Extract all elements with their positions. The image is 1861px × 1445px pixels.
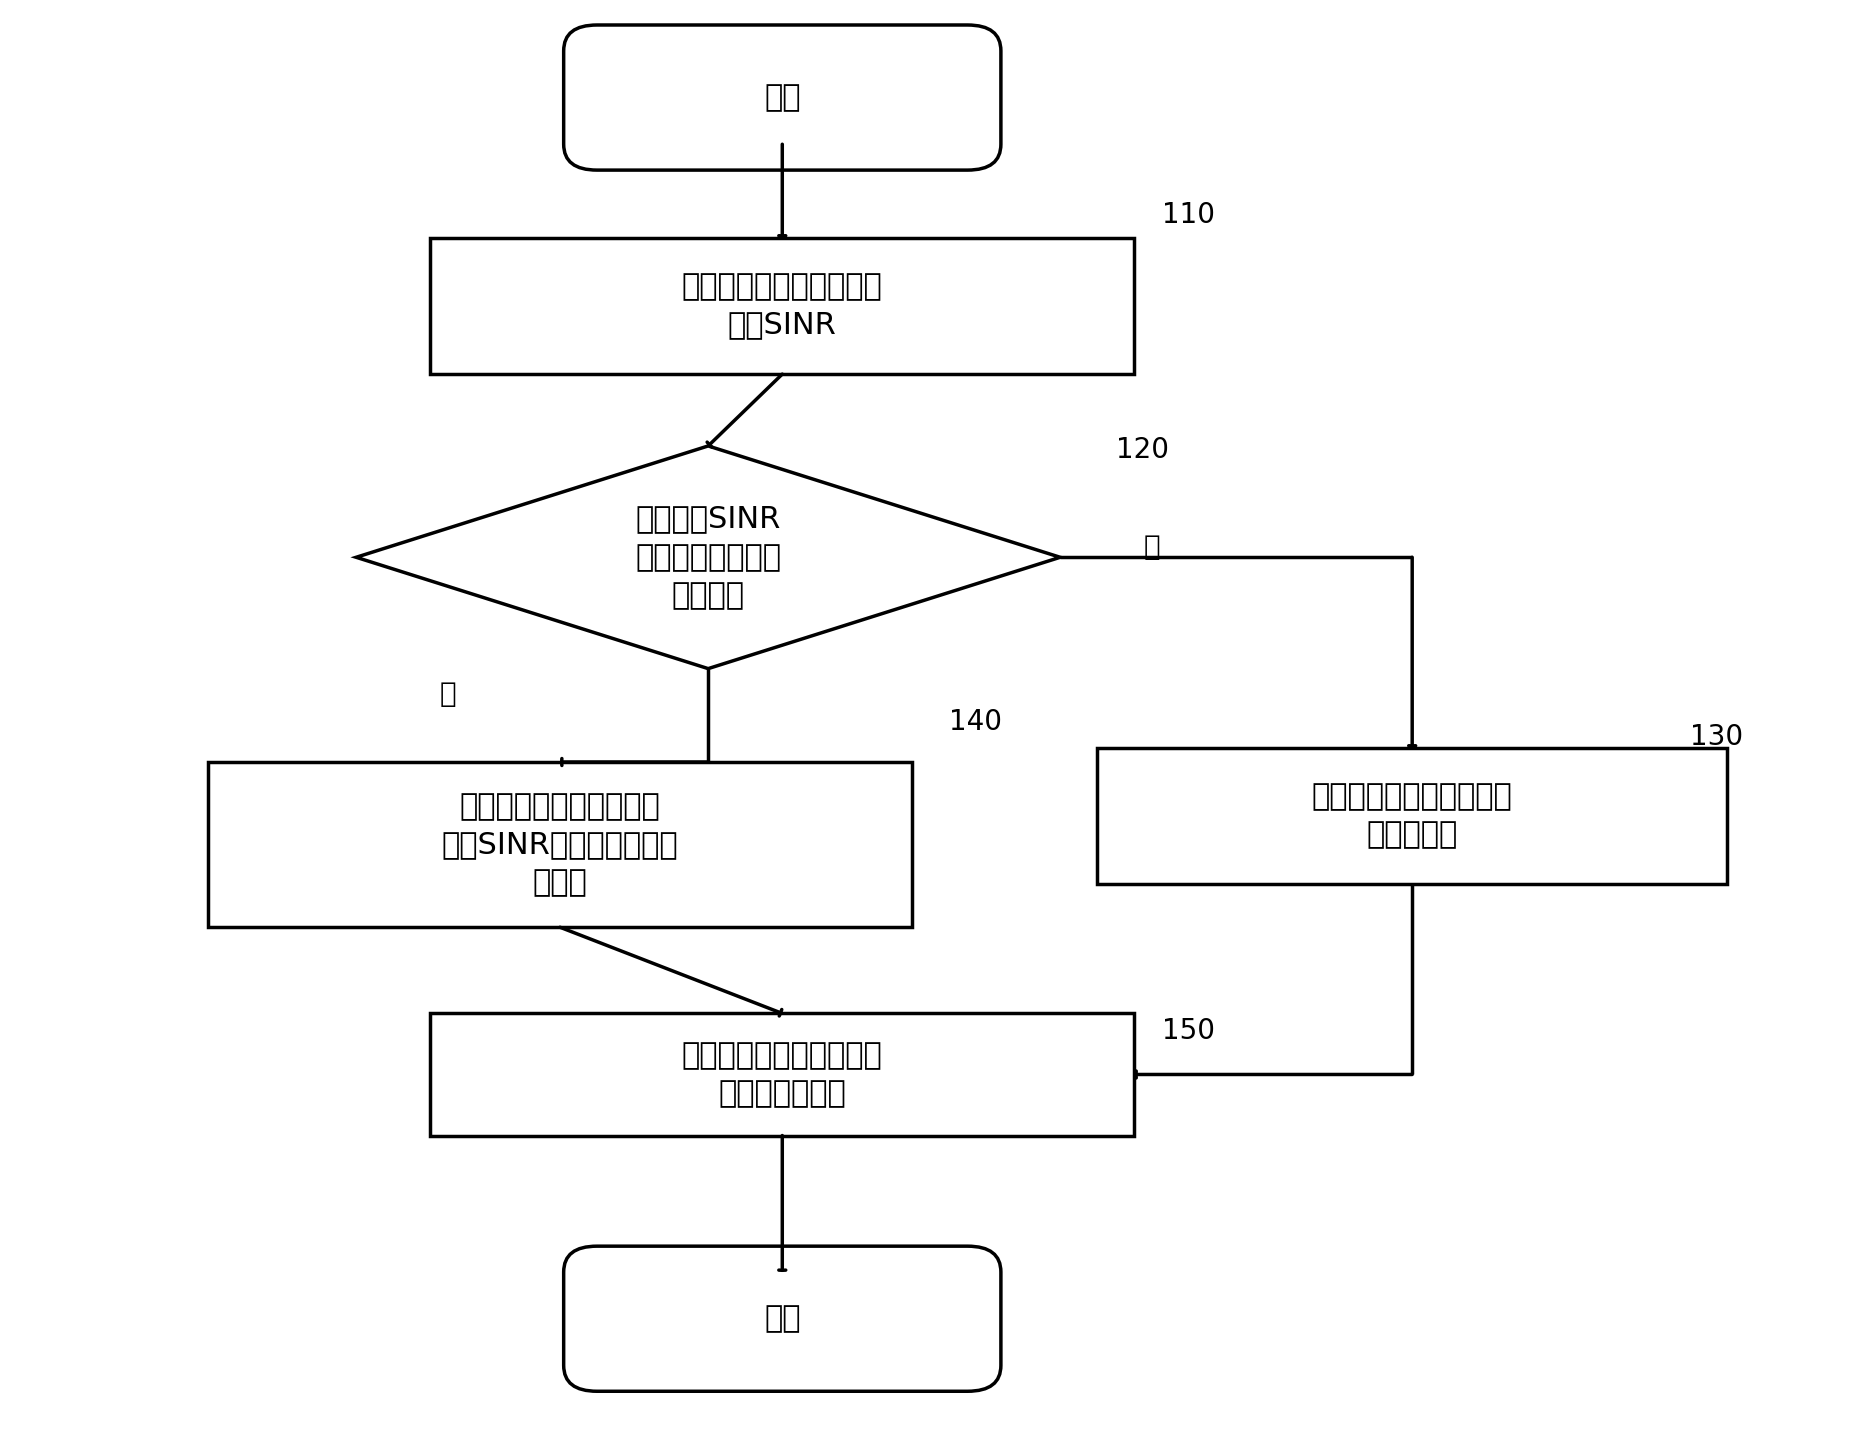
Text: 是: 是 xyxy=(1143,533,1159,561)
Text: 开始: 开始 xyxy=(765,82,800,113)
Text: 120: 120 xyxy=(1117,435,1169,464)
Text: 各子流的SINR
是否都小于或等于
预置门限: 各子流的SINR 是否都小于或等于 预置门限 xyxy=(635,504,782,610)
Text: 否: 否 xyxy=(439,679,456,708)
Polygon shape xyxy=(355,447,1061,669)
FancyBboxPatch shape xyxy=(564,25,1001,171)
Bar xyxy=(1098,747,1727,884)
Text: 110: 110 xyxy=(1161,201,1215,230)
Bar xyxy=(208,762,912,928)
FancyBboxPatch shape xyxy=(564,1246,1001,1392)
Text: 150: 150 xyxy=(1161,1017,1215,1045)
Text: 计算各子流信号质量的衡
量値SINR: 计算各子流信号质量的衡 量値SINR xyxy=(681,272,882,340)
Text: 130: 130 xyxy=(1690,722,1744,751)
Text: 140: 140 xyxy=(949,708,1001,737)
Text: 结束: 结束 xyxy=(765,1305,800,1334)
Bar xyxy=(430,1013,1135,1136)
Text: 接收端采用第二检测算法
检测余下的子流: 接收端采用第二检测算法 检测余下的子流 xyxy=(681,1040,882,1108)
Bar xyxy=(430,237,1135,374)
Text: 接收端采用第一检测算法
检测SINR大于预置门限的
各子流: 接收端采用第一检测算法 检测SINR大于预置门限的 各子流 xyxy=(441,792,677,897)
Text: 接收端采用第二检测算法
检测各子流: 接收端采用第二检测算法 检测各子流 xyxy=(1312,782,1513,850)
